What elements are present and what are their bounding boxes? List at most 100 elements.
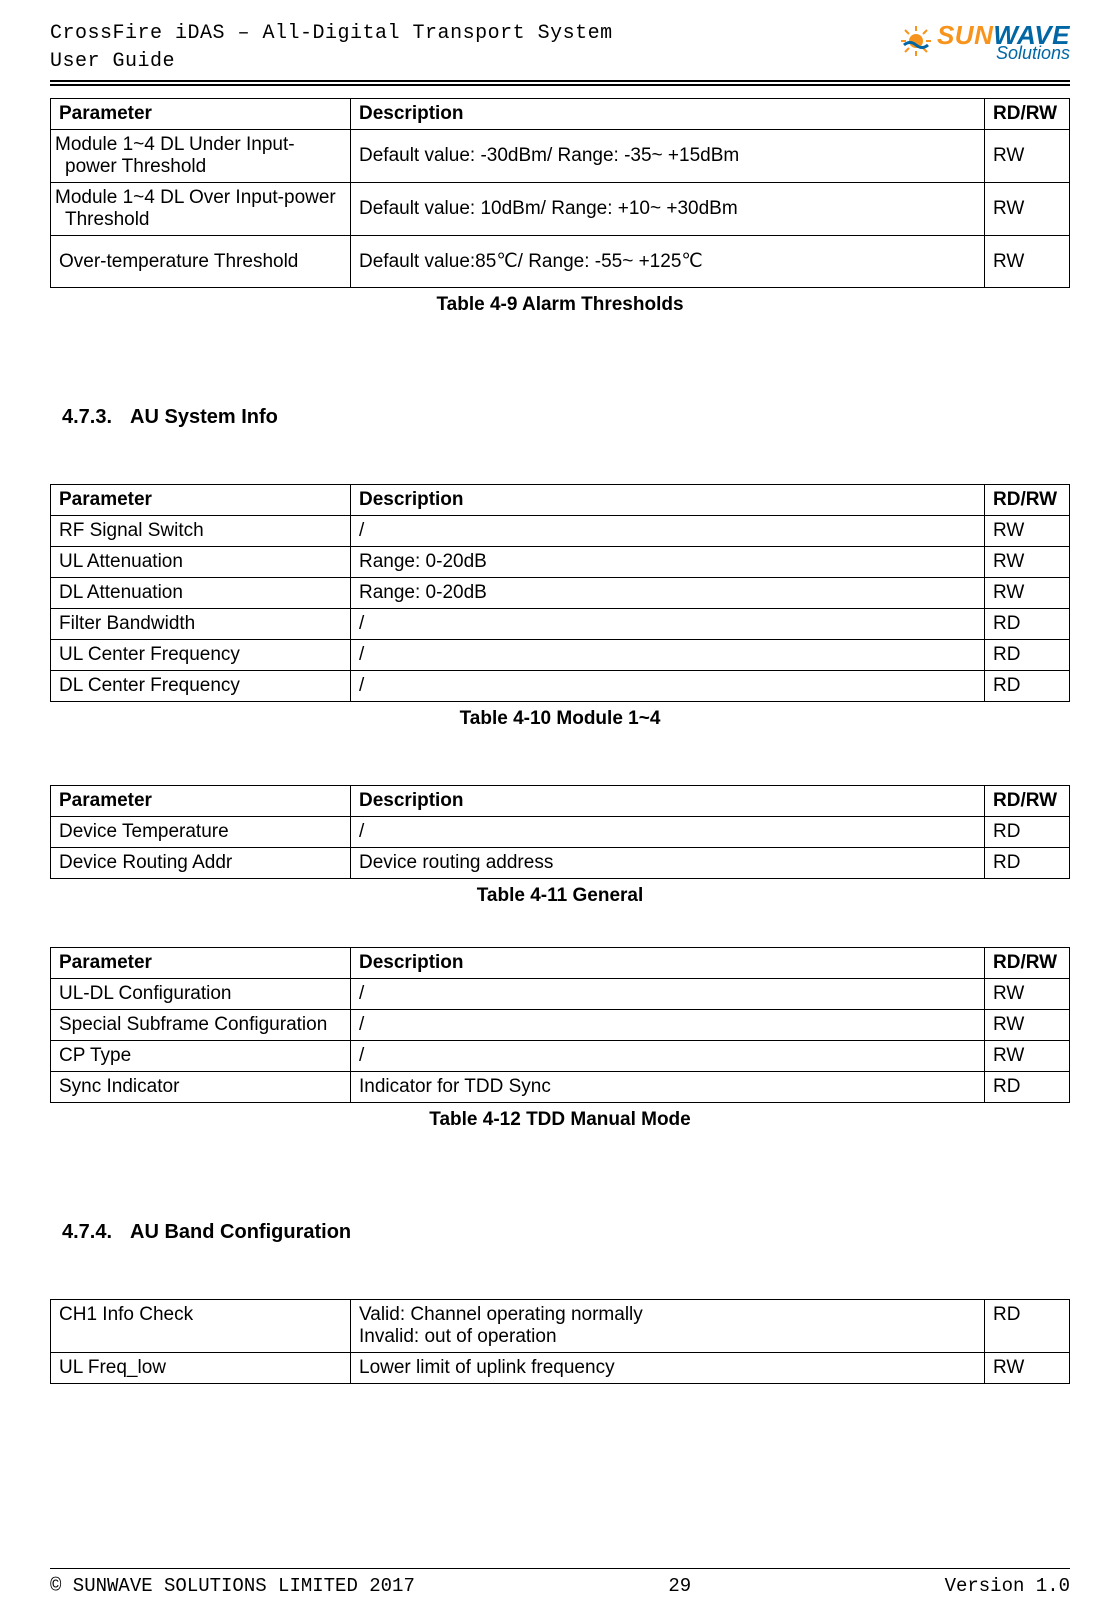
col-description: Description: [351, 786, 985, 817]
cell: RD: [985, 640, 1070, 671]
cell: Module 1~4 DL Over Input-power Threshold: [51, 183, 351, 236]
table-row: Module 1~4 DL Over Input-power Threshold…: [51, 183, 1070, 236]
cell: /: [351, 609, 985, 640]
cell: Default value: -30dBm/ Range: -35~ +15dB…: [351, 130, 985, 183]
cell: Range: 0-20dB: [351, 547, 985, 578]
page-header: CrossFire iDAS – All-Digital Transport S…: [50, 20, 1070, 82]
sunwave-logo: SUNWAVE Solutions: [901, 24, 1071, 62]
header-logo-block: SUNWAVE Solutions: [901, 20, 1071, 62]
cell: RF Signal Switch: [51, 516, 351, 547]
cell: RW: [985, 236, 1070, 288]
table-row: UL Freq_low Lower limit of uplink freque…: [51, 1353, 1070, 1384]
table-general: Parameter Description RD/RW Device Tempe…: [50, 785, 1070, 879]
cell: /: [351, 1041, 985, 1072]
table-row: RF Signal Switch/RW: [51, 516, 1070, 547]
col-rdrw: RD/RW: [985, 948, 1070, 979]
table-row: DL AttenuationRange: 0-20dBRW: [51, 578, 1070, 609]
sunwave-logo-text: SUNWAVE Solutions: [937, 24, 1070, 62]
cell: Device Temperature: [51, 817, 351, 848]
cell: RW: [985, 130, 1070, 183]
table-row: Device Temperature/RD: [51, 817, 1070, 848]
cell: RW: [985, 547, 1070, 578]
footer-version: Version 1.0: [945, 1575, 1070, 1597]
table-tdd-manual-mode: Parameter Description RD/RW UL-DL Config…: [50, 947, 1070, 1103]
cell: RW: [985, 578, 1070, 609]
cell: /: [351, 516, 985, 547]
cell: RW: [985, 183, 1070, 236]
cell: DL Attenuation: [51, 578, 351, 609]
cell: Over-temperature Threshold: [51, 236, 351, 288]
cell: RD: [985, 671, 1070, 702]
cell: CH1 Info Check: [51, 1300, 351, 1353]
cell: Device routing address: [351, 848, 985, 879]
cell: RD: [985, 848, 1070, 879]
cell: RD: [985, 609, 1070, 640]
cell: RW: [985, 1010, 1070, 1041]
cell: UL Freq_low: [51, 1353, 351, 1384]
table-row: Sync IndicatorIndicator for TDD SyncRD: [51, 1072, 1070, 1103]
table-au-band-config: CH1 Info Check Valid: Channel operating …: [50, 1299, 1070, 1384]
table-header-row: Parameter Description RD/RW: [51, 99, 1070, 130]
cell: RW: [985, 1041, 1070, 1072]
table-row: Over-temperature Threshold Default value…: [51, 236, 1070, 288]
table-row: DL Center Frequency/RD: [51, 671, 1070, 702]
table-header-row: Parameter Description RD/RW: [51, 948, 1070, 979]
table-row: UL Center Frequency/RD: [51, 640, 1070, 671]
cell: Lower limit of uplink frequency: [351, 1353, 985, 1384]
cell: RD: [985, 1300, 1070, 1353]
cell: /: [351, 671, 985, 702]
header-title-line2: User Guide: [50, 48, 613, 76]
col-parameter: Parameter: [51, 99, 351, 130]
cell: Sync Indicator: [51, 1072, 351, 1103]
table-row: CH1 Info Check Valid: Channel operating …: [51, 1300, 1070, 1353]
table-caption: Table 4-10 Module 1~4: [50, 708, 1070, 730]
cell: UL Center Frequency: [51, 640, 351, 671]
cell: Device Routing Addr: [51, 848, 351, 879]
col-rdrw: RD/RW: [985, 786, 1070, 817]
table-header-row: Parameter Description RD/RW: [51, 786, 1070, 817]
cell: CP Type: [51, 1041, 351, 1072]
col-rdrw: RD/RW: [985, 99, 1070, 130]
header-title-line1: CrossFire iDAS – All-Digital Transport S…: [50, 20, 613, 48]
cell: UL-DL Configuration: [51, 979, 351, 1010]
cell: Indicator for TDD Sync: [351, 1072, 985, 1103]
section-heading-au-system-info: 4.7.3. AU System Info: [62, 406, 1070, 429]
footer-copyright: © SUNWAVE SOLUTIONS LIMITED 2017: [50, 1575, 415, 1597]
section-number: 4.7.3.: [62, 406, 112, 429]
section-title: AU System Info: [130, 406, 278, 428]
footer-page-number: 29: [668, 1575, 691, 1597]
section-heading-au-band-configuration: 4.7.4.AU Band Configuration: [62, 1221, 1070, 1244]
col-parameter: Parameter: [51, 786, 351, 817]
sunwave-logo-icon: [901, 26, 931, 59]
page-content: Parameter Description RD/RW Module 1~4 D…: [50, 86, 1070, 1384]
table-module-1-4: Parameter Description RD/RW RF Signal Sw…: [50, 484, 1070, 702]
table-caption: Table 4-9 Alarm Thresholds: [50, 294, 1070, 316]
col-parameter: Parameter: [51, 948, 351, 979]
col-description: Description: [351, 948, 985, 979]
cell: RW: [985, 516, 1070, 547]
cell: RW: [985, 979, 1070, 1010]
cell: Valid: Channel operating normally Invali…: [351, 1300, 985, 1353]
cell: Special Subframe Configuration: [51, 1010, 351, 1041]
table-row: Module 1~4 DL Under Input-power Threshol…: [51, 130, 1070, 183]
cell: /: [351, 979, 985, 1010]
cell: Default value: 10dBm/ Range: +10~ +30dBm: [351, 183, 985, 236]
cell: RD: [985, 1072, 1070, 1103]
table-row: Special Subframe Configuration/RW: [51, 1010, 1070, 1041]
logo-sun-text: SUN: [937, 20, 993, 50]
col-description: Description: [351, 99, 985, 130]
cell: /: [351, 817, 985, 848]
header-title-block: CrossFire iDAS – All-Digital Transport S…: [50, 20, 613, 80]
table-row: UL-DL Configuration/RW: [51, 979, 1070, 1010]
table-row: UL AttenuationRange: 0-20dBRW: [51, 547, 1070, 578]
table-header-row: Parameter Description RD/RW: [51, 485, 1070, 516]
table-row: Filter Bandwidth/RD: [51, 609, 1070, 640]
table-caption: Table 4-12 TDD Manual Mode: [50, 1109, 1070, 1131]
col-rdrw: RD/RW: [985, 485, 1070, 516]
col-description: Description: [351, 485, 985, 516]
cell: RD: [985, 817, 1070, 848]
cell: DL Center Frequency: [51, 671, 351, 702]
page-footer: © SUNWAVE SOLUTIONS LIMITED 2017 29 Vers…: [50, 1568, 1070, 1597]
col-parameter: Parameter: [51, 485, 351, 516]
cell: RW: [985, 1353, 1070, 1384]
